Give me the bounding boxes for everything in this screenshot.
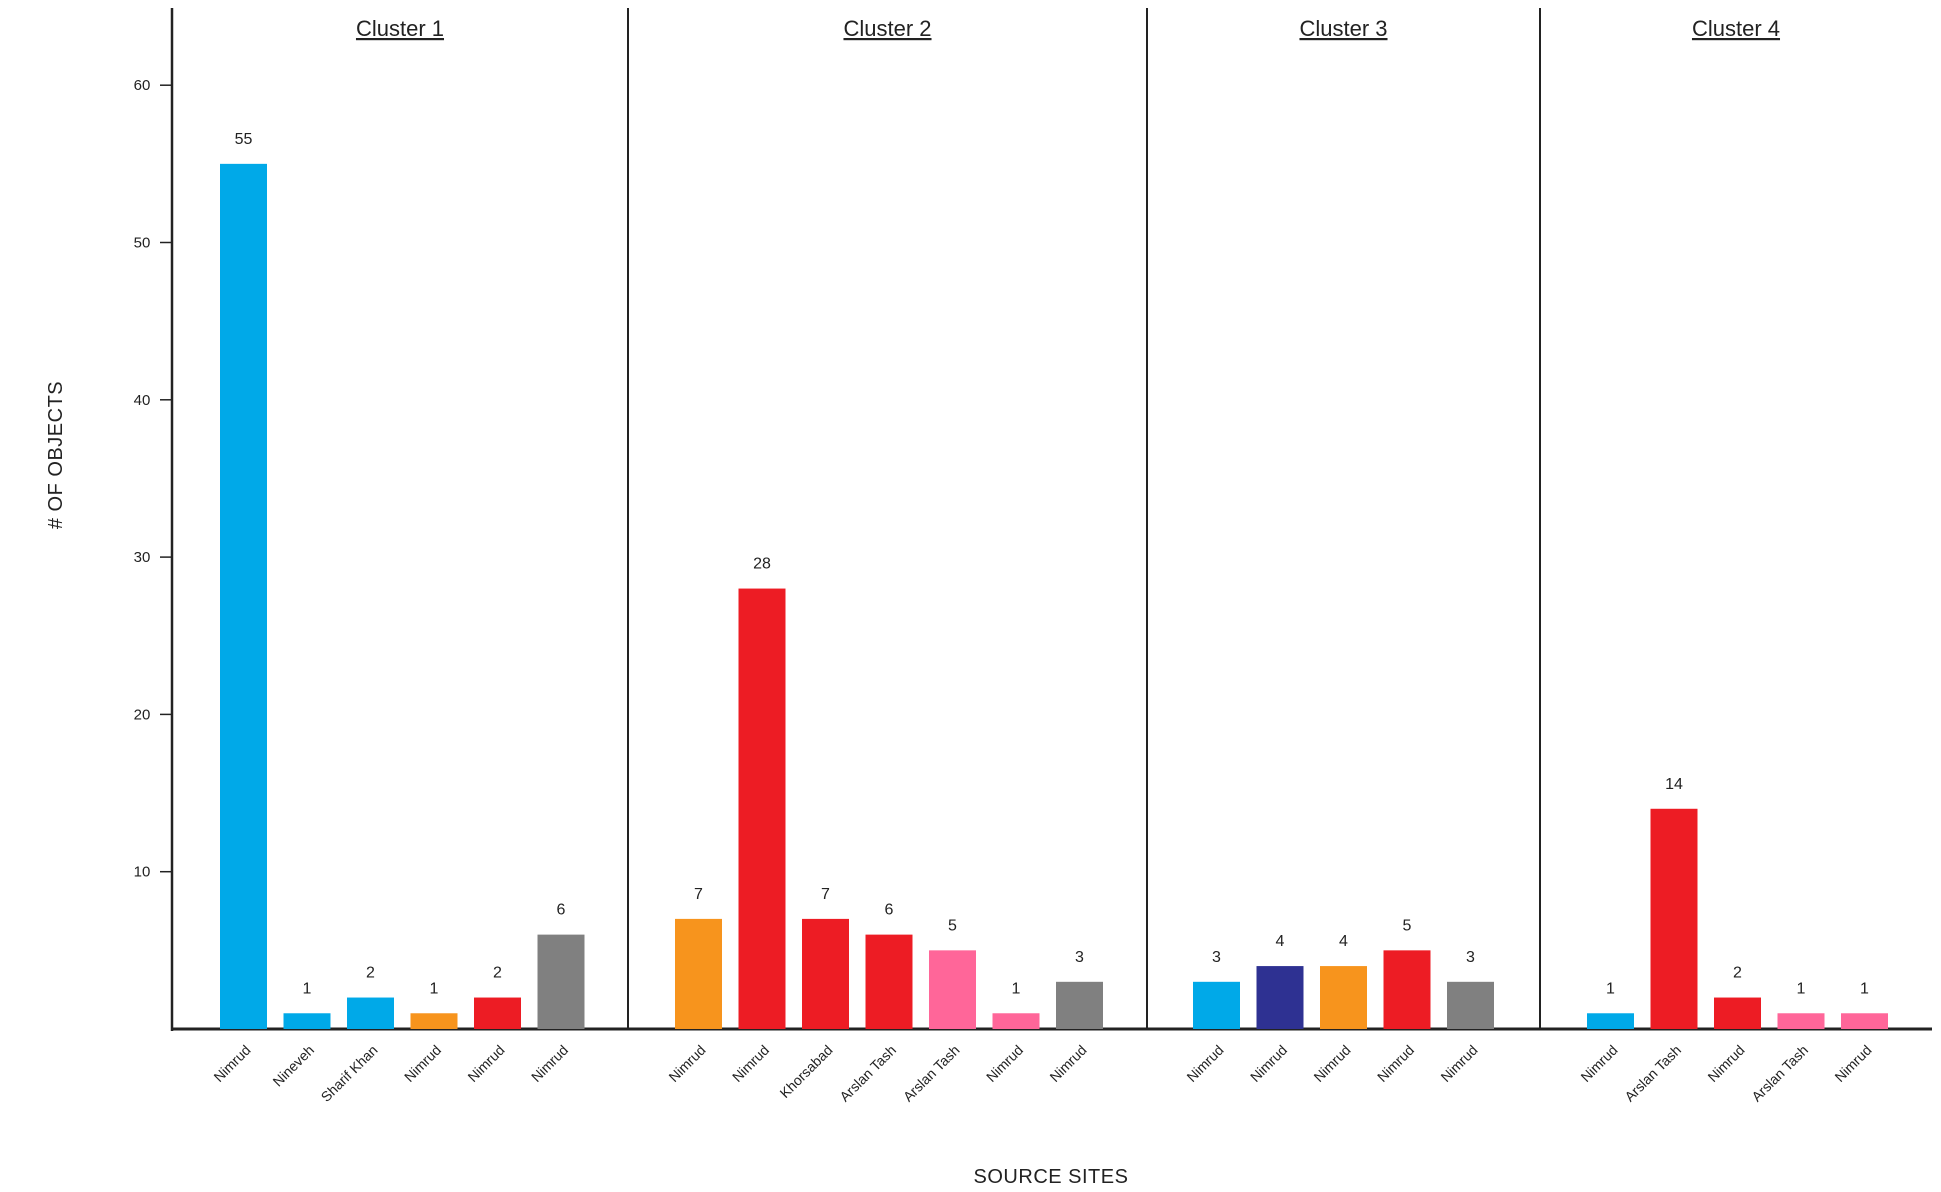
bar [1383,950,1431,1029]
bar [738,588,786,1029]
cluster-title: Cluster 2 [843,16,931,41]
y-tick-label: 20 [134,706,151,723]
bar [1587,1013,1634,1029]
y-tick-label: 60 [134,77,151,94]
y-tick-label: 40 [134,392,151,409]
bar [865,934,913,1029]
bar [675,918,722,1029]
y-tick-label: 30 [134,549,151,566]
x-category-label: Nimrud [528,1042,571,1085]
x-category-label: Arslan Tash [1621,1042,1684,1105]
bar [929,950,976,1029]
cluster-title: Cluster 1 [356,16,444,41]
bar-value-label: 2 [493,965,502,982]
x-category-label: Nimrud [729,1042,772,1085]
bar [1193,981,1240,1029]
bar-value-label: 3 [1075,949,1084,966]
bar [283,1013,331,1029]
bar [1777,1013,1825,1029]
y-axis-title: # OF OBJECTS [45,381,67,529]
x-category-label: Nimrud [1831,1042,1874,1085]
bar-value-label: 1 [1797,980,1806,997]
x-category-label: Arslan Tash [836,1042,899,1105]
bar-value-label: 3 [1212,949,1221,966]
x-category-label: Nimrud [1247,1042,1290,1085]
bar [1714,997,1761,1029]
x-category-label: Nimrud [1437,1042,1480,1085]
y-tick-label: 50 [134,235,151,252]
bar [802,918,849,1029]
x-category-label: Nimrud [1046,1042,1089,1085]
bar-value-label: 3 [1466,949,1475,966]
cluster-title: Cluster 3 [1299,16,1387,41]
x-category-label: Nimrud [983,1042,1026,1085]
bar-value-label: 1 [430,980,439,997]
x-category-label: Nimrud [1577,1042,1620,1085]
y-tick-label: 10 [134,864,151,881]
bar-value-label: 1 [1606,980,1615,997]
bar [1256,966,1304,1029]
bar [1447,981,1494,1029]
bar [410,1013,458,1029]
x-category-label: Nimrud [1183,1042,1226,1085]
bar-value-label: 1 [1012,980,1021,997]
bar-value-label: 28 [753,556,771,573]
bar-value-label: 2 [366,965,375,982]
x-category-label: Nimrud [1704,1042,1747,1085]
x-category-label: Nimrud [665,1042,708,1085]
x-category-label: Arslan Tash [900,1042,963,1105]
bar-value-label: 2 [1733,965,1742,982]
bar [992,1013,1040,1029]
x-axis-title: SOURCE SITES [974,1166,1129,1188]
bar [347,997,394,1029]
bar-value-label: 5 [948,917,957,934]
bar-value-label: 1 [1860,980,1869,997]
bar-value-label: 55 [235,131,253,148]
bar-value-label: 4 [1339,933,1348,950]
bar [474,997,521,1029]
bar-value-label: 5 [1403,917,1412,934]
bar [1320,966,1367,1029]
x-category-label: Nimrud [1310,1042,1353,1085]
x-category-label: Sharif Khan [318,1042,381,1105]
bar-value-label: 4 [1276,933,1285,950]
x-category-label: Nimrud [464,1042,507,1085]
cluster-title: Cluster 4 [1692,16,1780,41]
bar [537,934,585,1029]
bar-value-label: 14 [1665,776,1683,793]
bar [1650,808,1698,1029]
bar [1841,1013,1888,1029]
bar-value-label: 6 [557,902,566,919]
bar [1056,981,1103,1029]
x-category-label: Khorsabad [776,1042,835,1101]
bar [220,163,267,1030]
x-category-label: Nineveh [269,1042,317,1090]
x-category-label: Nimrud [1374,1042,1417,1085]
x-category-label: Nimrud [210,1042,253,1085]
bar-value-label: 1 [303,980,312,997]
bar-value-label: 7 [694,886,703,903]
bar-value-label: 7 [821,886,830,903]
x-category-label: Arslan Tash [1748,1042,1811,1105]
bar-value-label: 6 [885,902,894,919]
x-category-label: Nimrud [401,1042,444,1085]
